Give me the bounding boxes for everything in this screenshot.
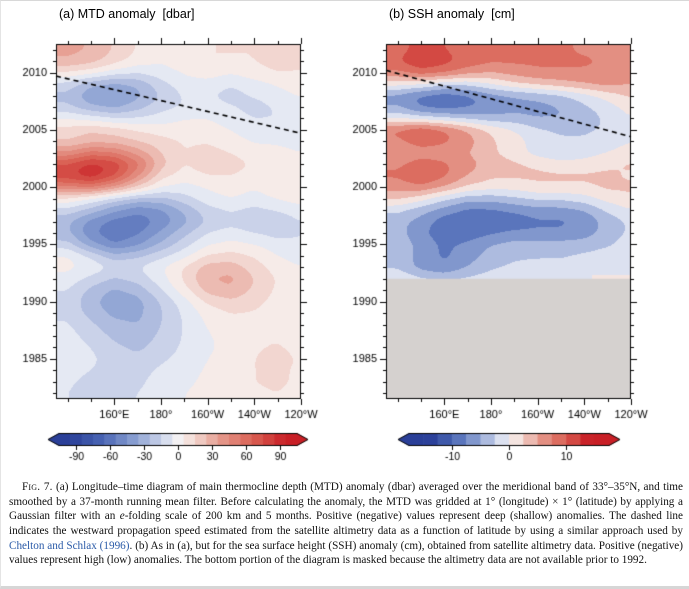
panel-b-colorbar xyxy=(397,432,621,468)
panel-a-colorbar xyxy=(47,432,309,468)
caption-text: Fig. 7. xyxy=(22,481,53,494)
figure-caption: Fig. 7. (a) Longitude–time diagram of ma… xyxy=(9,480,683,568)
panel-a-title: (a) MTD anomaly [dbar] xyxy=(59,7,195,21)
panel-a-plot xyxy=(9,27,321,429)
caption-text: e xyxy=(119,510,125,523)
caption-text: (a) Longitude–time diagram of main therm… xyxy=(9,481,683,523)
panel-b-title: (b) SSH anomaly [cm] xyxy=(389,7,515,21)
caption-text: -folding scale of 200 km and 5 months. P… xyxy=(9,510,683,537)
caption-text: . (b) As in (a), but for the sea surface… xyxy=(9,539,684,567)
citation-link[interactable]: Chelton and Schlax (1996) xyxy=(9,539,130,552)
panel-b-plot xyxy=(339,27,651,429)
